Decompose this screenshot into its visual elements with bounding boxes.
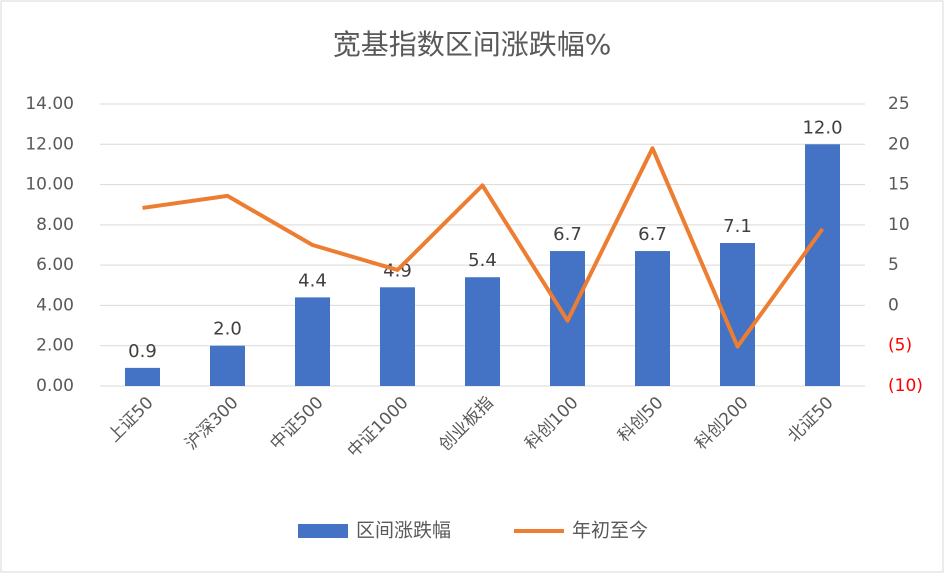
data-label: 0.9 xyxy=(128,341,157,362)
bar xyxy=(125,367,160,386)
bar xyxy=(805,144,840,386)
legend-swatch xyxy=(298,524,348,538)
y2-tick-label: 20 xyxy=(888,134,910,154)
chart-title: 宽基指数区间涨跌幅% xyxy=(333,28,612,61)
y2-tick-label: 10 xyxy=(888,215,910,235)
y2-tick-label: 5 xyxy=(888,255,899,275)
y-tick-label: 8.00 xyxy=(36,215,74,235)
bar xyxy=(380,287,415,386)
y-tick-label: 10.00 xyxy=(25,175,74,195)
bar xyxy=(635,251,670,386)
y-tick-label: 6.00 xyxy=(36,255,74,275)
y-tick-label: 12.00 xyxy=(25,134,74,154)
data-label: 12.0 xyxy=(802,117,842,138)
bar xyxy=(465,277,500,386)
data-label: 6.7 xyxy=(553,224,582,245)
bar xyxy=(295,297,330,386)
bar xyxy=(210,345,245,386)
line xyxy=(142,146,825,349)
y2-tick-label: 15 xyxy=(888,175,910,195)
y-tick-label: 14.00 xyxy=(25,94,74,114)
y2-tick-label: 25 xyxy=(888,94,910,114)
y2-tick-label: 0 xyxy=(888,295,899,315)
data-label: 7.1 xyxy=(723,216,752,237)
y2-tick-label: (10) xyxy=(888,376,923,396)
data-label: 2.0 xyxy=(213,319,242,340)
legend-label: 区间涨跌幅 xyxy=(356,520,451,542)
y-tick-label: 4.00 xyxy=(36,295,74,315)
data-label: 5.4 xyxy=(468,250,497,271)
data-label: 4.4 xyxy=(298,270,327,291)
y-tick-label: 0.00 xyxy=(36,376,74,396)
y2-tick-label: (5) xyxy=(888,336,912,356)
data-label: 6.7 xyxy=(638,224,667,245)
legend-label: 年初至今 xyxy=(572,520,648,542)
y-tick-label: 2.00 xyxy=(36,336,74,356)
